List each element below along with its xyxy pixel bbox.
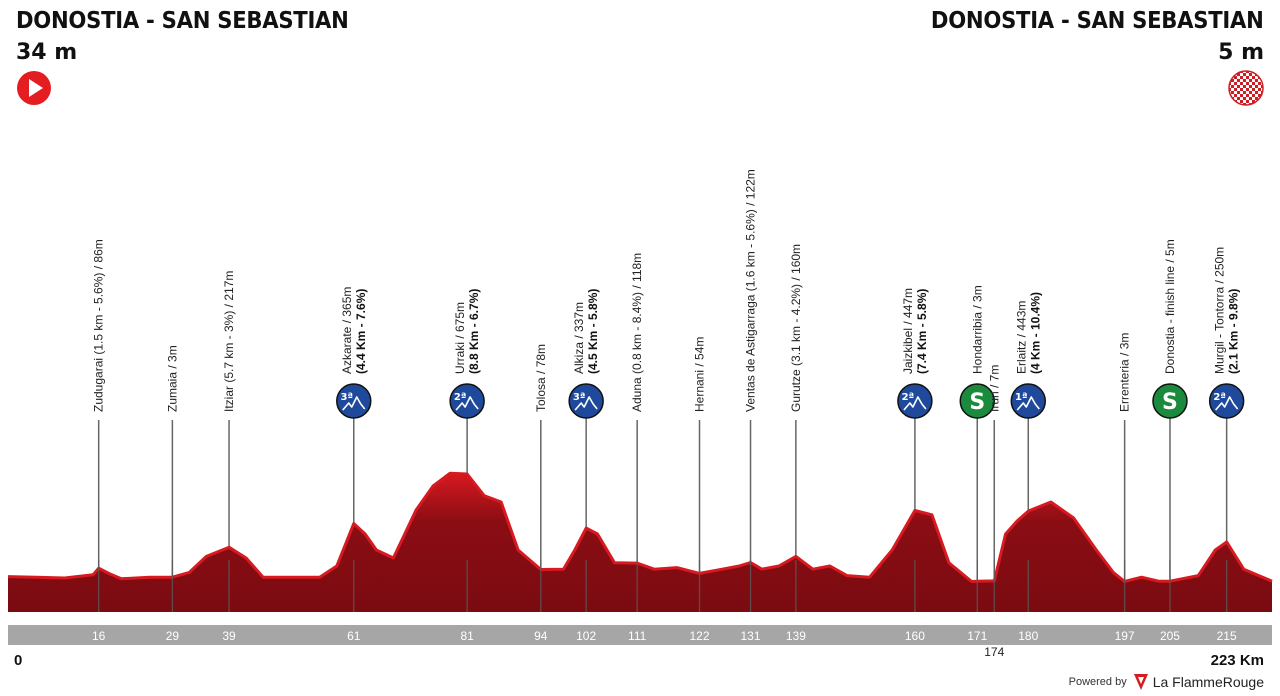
annotation-text: Errenteria / 3m xyxy=(1118,333,1132,412)
km-tick-label: 197 xyxy=(1115,629,1135,643)
annotation-climb-stats: (8.8 Km - 6.7%) xyxy=(467,289,481,374)
annotation-label: Alkiza / 337m (4.5 Km - 5.8%) xyxy=(572,289,600,374)
annotation-label: Itziar (5.7 km - 3%) / 217m xyxy=(222,271,236,412)
km-tick-label: 160 xyxy=(905,629,925,643)
svg-text:3ª: 3ª xyxy=(340,392,353,403)
km-tick-label: 39 xyxy=(222,629,236,643)
annotation-text: Donostia - finish line / 5m xyxy=(1163,239,1177,374)
svg-text:S: S xyxy=(1162,390,1178,415)
km-tick-label: 131 xyxy=(741,629,761,643)
annotation-text: Murgil - Tontorra / 250m xyxy=(1213,247,1227,374)
annotation-text: Urraki / 675m xyxy=(453,302,467,374)
annotation-text: Ventas de Astigarraga (1.6 km - 5.6%) / … xyxy=(744,169,758,412)
annotation-label: Gurutze (3.1 km - 4.2%) / 160m xyxy=(789,244,803,412)
annotation-label: Murgil - Tontorra / 250m (2.1 Km - 9.8%) xyxy=(1213,247,1241,374)
km-end-label: 223 Km xyxy=(1211,652,1264,669)
km-tick-label: 215 xyxy=(1217,629,1237,643)
annotation-text: Hondarribia / 3m xyxy=(970,285,984,374)
mountain-category-icon: 2ª xyxy=(1210,384,1244,418)
km-tick-label: 29 xyxy=(166,629,180,643)
elevation-profile-area xyxy=(8,473,1272,612)
km-tick-label: 139 xyxy=(786,629,806,643)
svg-text:3ª: 3ª xyxy=(573,392,586,403)
annotation-climb-stats: (4.5 Km - 5.8%) xyxy=(586,289,600,374)
svg-text:2ª: 2ª xyxy=(454,392,467,403)
powered-by-label: Powered by xyxy=(1069,676,1127,688)
mountain-category-icon: 3ª xyxy=(337,384,371,418)
annotation-text: Jaizkibel / 447m xyxy=(901,288,915,374)
annotation-label: Zumaia / 3m xyxy=(165,345,179,412)
km-tick-label: 205 xyxy=(1160,629,1180,643)
annotation-label: Irun / 7m xyxy=(987,365,1001,412)
annotation-text: Zumaia / 3m xyxy=(165,345,179,412)
svg-text:S: S xyxy=(969,390,985,415)
annotation-text: Hernani / 54m xyxy=(693,337,707,412)
km-tick-label: 81 xyxy=(460,629,474,643)
svg-text:2ª: 2ª xyxy=(1213,392,1226,403)
annotation-text: Gurutze (3.1 km - 4.2%) / 160m xyxy=(789,244,803,412)
annotation-label: Erlaitz / 443m (4 Km - 10.4%) xyxy=(1014,292,1042,374)
annotation-text: Itziar (5.7 km - 3%) / 217m xyxy=(222,271,236,412)
annotation-label: Hondarribia / 3m xyxy=(970,285,984,374)
svg-text:2ª: 2ª xyxy=(902,392,915,403)
annotation-label: Errenteria / 3m xyxy=(1118,333,1132,412)
mountain-category-icon: 2ª xyxy=(450,384,484,418)
annotation-climb-stats: (2.1 Km - 9.8%) xyxy=(1227,289,1241,374)
annotation-text: Azkarate / 365m xyxy=(340,287,354,374)
brand-name: La FlammeRouge xyxy=(1153,674,1264,690)
annotation-text: Tolosa / 78m xyxy=(534,344,548,412)
annotation-label: Azkarate / 365m (4.4 Km - 7.6%) xyxy=(340,287,368,374)
annotation-text: Aduna (0.8 km - 8.4%) / 118m xyxy=(630,253,644,412)
sprint-badge-icon: S xyxy=(1153,384,1187,418)
km-tick-label: 94 xyxy=(534,629,548,643)
mountain-category-icon: 1ª xyxy=(1011,384,1045,418)
annotation-label: Ventas de Astigarraga (1.6 km - 5.6%) / … xyxy=(744,169,758,412)
flamme-rouge-logo-icon xyxy=(1133,673,1149,691)
km-tick-label: 174 xyxy=(984,645,1004,659)
km-start-label: 0 xyxy=(14,652,22,669)
annotation-text: Alkiza / 337m xyxy=(572,302,586,374)
km-tick-label: 111 xyxy=(628,629,647,643)
mountain-category-icon: 3ª xyxy=(569,384,603,418)
powered-by: Powered by La FlammeRouge xyxy=(1069,673,1264,691)
km-tick-label: 180 xyxy=(1018,629,1038,643)
annotation-label: Jaizkibel / 447m (7.4 Km - 5.8%) xyxy=(901,288,929,374)
brand[interactable]: La FlammeRouge xyxy=(1133,673,1264,691)
annotation-climb-stats: (4 Km - 10.4%) xyxy=(1028,292,1042,374)
annotation-label: Donostia - finish line / 5m xyxy=(1163,239,1177,374)
annotation-label: Tolosa / 78m xyxy=(534,344,548,412)
svg-text:1ª: 1ª xyxy=(1015,392,1028,403)
km-tick-label: 61 xyxy=(347,629,361,643)
annotation-label: Zudugarai (1.5 km - 5.6%) / 86m xyxy=(92,239,106,412)
annotation-text: Erlaitz / 443m xyxy=(1014,301,1028,374)
km-tick-label: 102 xyxy=(576,629,596,643)
annotation-text: Zudugarai (1.5 km - 5.6%) / 86m xyxy=(92,239,106,412)
km-tick-label: 122 xyxy=(690,629,710,643)
annotation-label: Aduna (0.8 km - 8.4%) / 118m xyxy=(630,253,644,412)
annotation-label: Hernani / 54m xyxy=(693,337,707,412)
km-tick-label: 171 xyxy=(967,629,987,643)
km-tick-label: 16 xyxy=(92,629,106,643)
mountain-category-icon: 2ª xyxy=(898,384,932,418)
annotation-text: Irun / 7m xyxy=(987,365,1001,412)
annotation-label: Urraki / 675m (8.8 Km - 6.7%) xyxy=(453,289,481,374)
annotation-climb-stats: (4.4 Km - 7.6%) xyxy=(354,289,368,374)
annotation-climb-stats: (7.4 Km - 5.8%) xyxy=(915,289,929,374)
